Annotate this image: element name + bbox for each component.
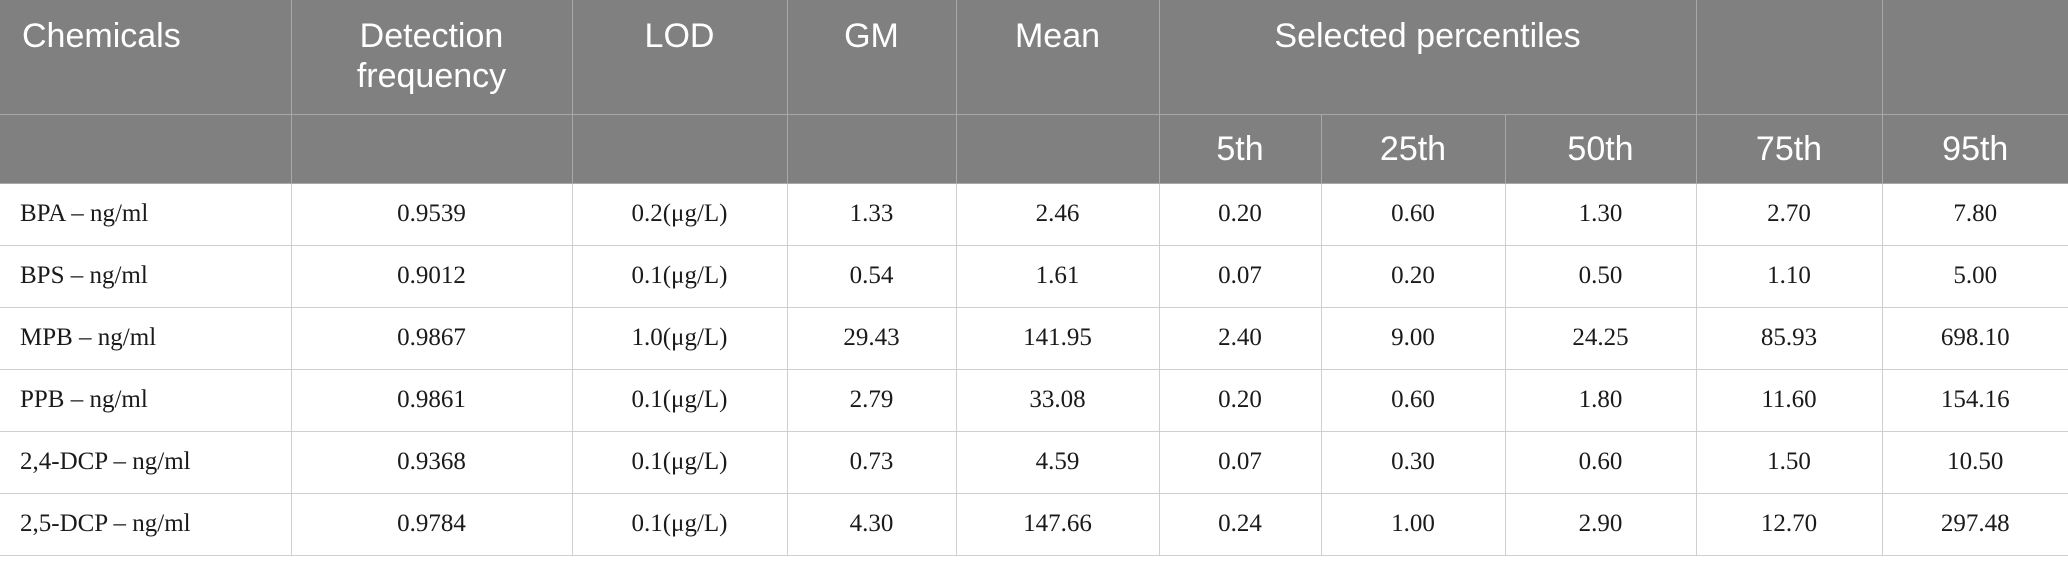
- table-row: BPS – ng/ml 0.9012 0.1(μg/L) 0.54 1.61 0…: [0, 245, 2068, 308]
- header-p50: 50th: [1505, 114, 1697, 184]
- cell-p95: 297.48: [1882, 493, 2068, 556]
- table-row: BPA – ng/ml 0.9539 0.2(μg/L) 1.33 2.46 0…: [0, 183, 2068, 246]
- cell-lod: 0.1(μg/L): [572, 493, 788, 556]
- cell-lod: 0.1(μg/L): [572, 245, 788, 308]
- cell-p50: 24.25: [1505, 307, 1697, 370]
- cell-p25: 1.00: [1321, 493, 1506, 556]
- table-row: MPB – ng/ml 0.9867 1.0(μg/L) 29.43 141.9…: [0, 307, 2068, 370]
- cell-p95: 698.10: [1882, 307, 2068, 370]
- cell-mean: 4.59: [956, 431, 1160, 494]
- cell-p50: 2.90: [1505, 493, 1697, 556]
- cell-p5: 0.20: [1159, 369, 1322, 432]
- cell-p95: 154.16: [1882, 369, 2068, 432]
- header-detection-line1: Detection: [359, 17, 504, 55]
- header-blank-75: [1696, 0, 1883, 115]
- header-detection-frequency: Detection frequency: [291, 0, 573, 115]
- cell-p95: 7.80: [1882, 183, 2068, 246]
- cell-p50: 1.30: [1505, 183, 1697, 246]
- cell-p75: 11.60: [1696, 369, 1883, 432]
- header-p5: 5th: [1159, 114, 1322, 184]
- cell-p5: 0.20: [1159, 183, 1322, 246]
- cell-detection: 0.9539: [291, 183, 573, 246]
- header-p75: 75th: [1696, 114, 1883, 184]
- cell-p5: 0.07: [1159, 431, 1322, 494]
- chemical-concentration-table: Chemicals Detection frequency LOD GM Mean…: [0, 0, 2068, 556]
- cell-p75: 1.50: [1696, 431, 1883, 494]
- cell-detection: 0.9368: [291, 431, 573, 494]
- header-blank: [572, 114, 788, 184]
- cell-gm: 0.73: [787, 431, 957, 494]
- cell-p75: 2.70: [1696, 183, 1883, 246]
- cell-lod: 0.1(μg/L): [572, 369, 788, 432]
- header-row-top: Chemicals Detection frequency LOD GM Mean…: [0, 0, 2068, 115]
- header-blank: [0, 114, 292, 184]
- header-p25: 25th: [1321, 114, 1506, 184]
- cell-p95: 5.00: [1882, 245, 2068, 308]
- header-blank: [956, 114, 1160, 184]
- cell-p5: 2.40: [1159, 307, 1322, 370]
- cell-p25: 0.60: [1321, 369, 1506, 432]
- header-detection-line2: frequency: [356, 57, 507, 95]
- table-body: BPA – ng/ml 0.9539 0.2(μg/L) 1.33 2.46 0…: [0, 183, 2068, 556]
- header-blank: [291, 114, 573, 184]
- cell-p75: 1.10: [1696, 245, 1883, 308]
- cell-detection: 0.9867: [291, 307, 573, 370]
- cell-mean: 141.95: [956, 307, 1160, 370]
- cell-p25: 0.30: [1321, 431, 1506, 494]
- header-gm: GM: [787, 0, 957, 115]
- cell-detection: 0.9861: [291, 369, 573, 432]
- cell-mean: 147.66: [956, 493, 1160, 556]
- header-lod: LOD: [572, 0, 788, 115]
- cell-p5: 0.24: [1159, 493, 1322, 556]
- cell-p75: 12.70: [1696, 493, 1883, 556]
- cell-p25: 0.60: [1321, 183, 1506, 246]
- cell-chemical: BPS – ng/ml: [0, 245, 292, 308]
- cell-lod: 0.1(μg/L): [572, 431, 788, 494]
- header-mean: Mean: [956, 0, 1160, 115]
- cell-mean: 33.08: [956, 369, 1160, 432]
- header-row-bottom: 5th 25th 50th 75th 95th: [0, 114, 2068, 184]
- header-blank-95: [1882, 0, 2068, 115]
- cell-gm: 1.33: [787, 183, 957, 246]
- cell-p25: 0.20: [1321, 245, 1506, 308]
- header-chemicals: Chemicals: [0, 0, 292, 115]
- cell-p50: 0.60: [1505, 431, 1697, 494]
- cell-mean: 2.46: [956, 183, 1160, 246]
- cell-p75: 85.93: [1696, 307, 1883, 370]
- cell-gm: 0.54: [787, 245, 957, 308]
- cell-chemical: BPA – ng/ml: [0, 183, 292, 246]
- cell-mean: 1.61: [956, 245, 1160, 308]
- cell-detection: 0.9012: [291, 245, 573, 308]
- cell-p25: 9.00: [1321, 307, 1506, 370]
- header-p95: 95th: [1882, 114, 2068, 184]
- cell-detection: 0.9784: [291, 493, 573, 556]
- cell-lod: 0.2(μg/L): [572, 183, 788, 246]
- cell-gm: 4.30: [787, 493, 957, 556]
- header-selected-percentiles: Selected percentiles: [1159, 0, 1697, 115]
- cell-chemical: 2,4-DCP – ng/ml: [0, 431, 292, 494]
- cell-chemical: 2,5-DCP – ng/ml: [0, 493, 292, 556]
- cell-gm: 2.79: [787, 369, 957, 432]
- table-header: Chemicals Detection frequency LOD GM Mean…: [0, 0, 2068, 184]
- table-row: 2,4-DCP – ng/ml 0.9368 0.1(μg/L) 0.73 4.…: [0, 431, 2068, 494]
- cell-lod: 1.0(μg/L): [572, 307, 788, 370]
- cell-gm: 29.43: [787, 307, 957, 370]
- cell-p5: 0.07: [1159, 245, 1322, 308]
- cell-p50: 0.50: [1505, 245, 1697, 308]
- cell-p50: 1.80: [1505, 369, 1697, 432]
- table-row: PPB – ng/ml 0.9861 0.1(μg/L) 2.79 33.08 …: [0, 369, 2068, 432]
- table-row: 2,5-DCP – ng/ml 0.9784 0.1(μg/L) 4.30 14…: [0, 493, 2068, 556]
- cell-chemical: PPB – ng/ml: [0, 369, 292, 432]
- cell-p95: 10.50: [1882, 431, 2068, 494]
- header-blank: [787, 114, 957, 184]
- cell-chemical: MPB – ng/ml: [0, 307, 292, 370]
